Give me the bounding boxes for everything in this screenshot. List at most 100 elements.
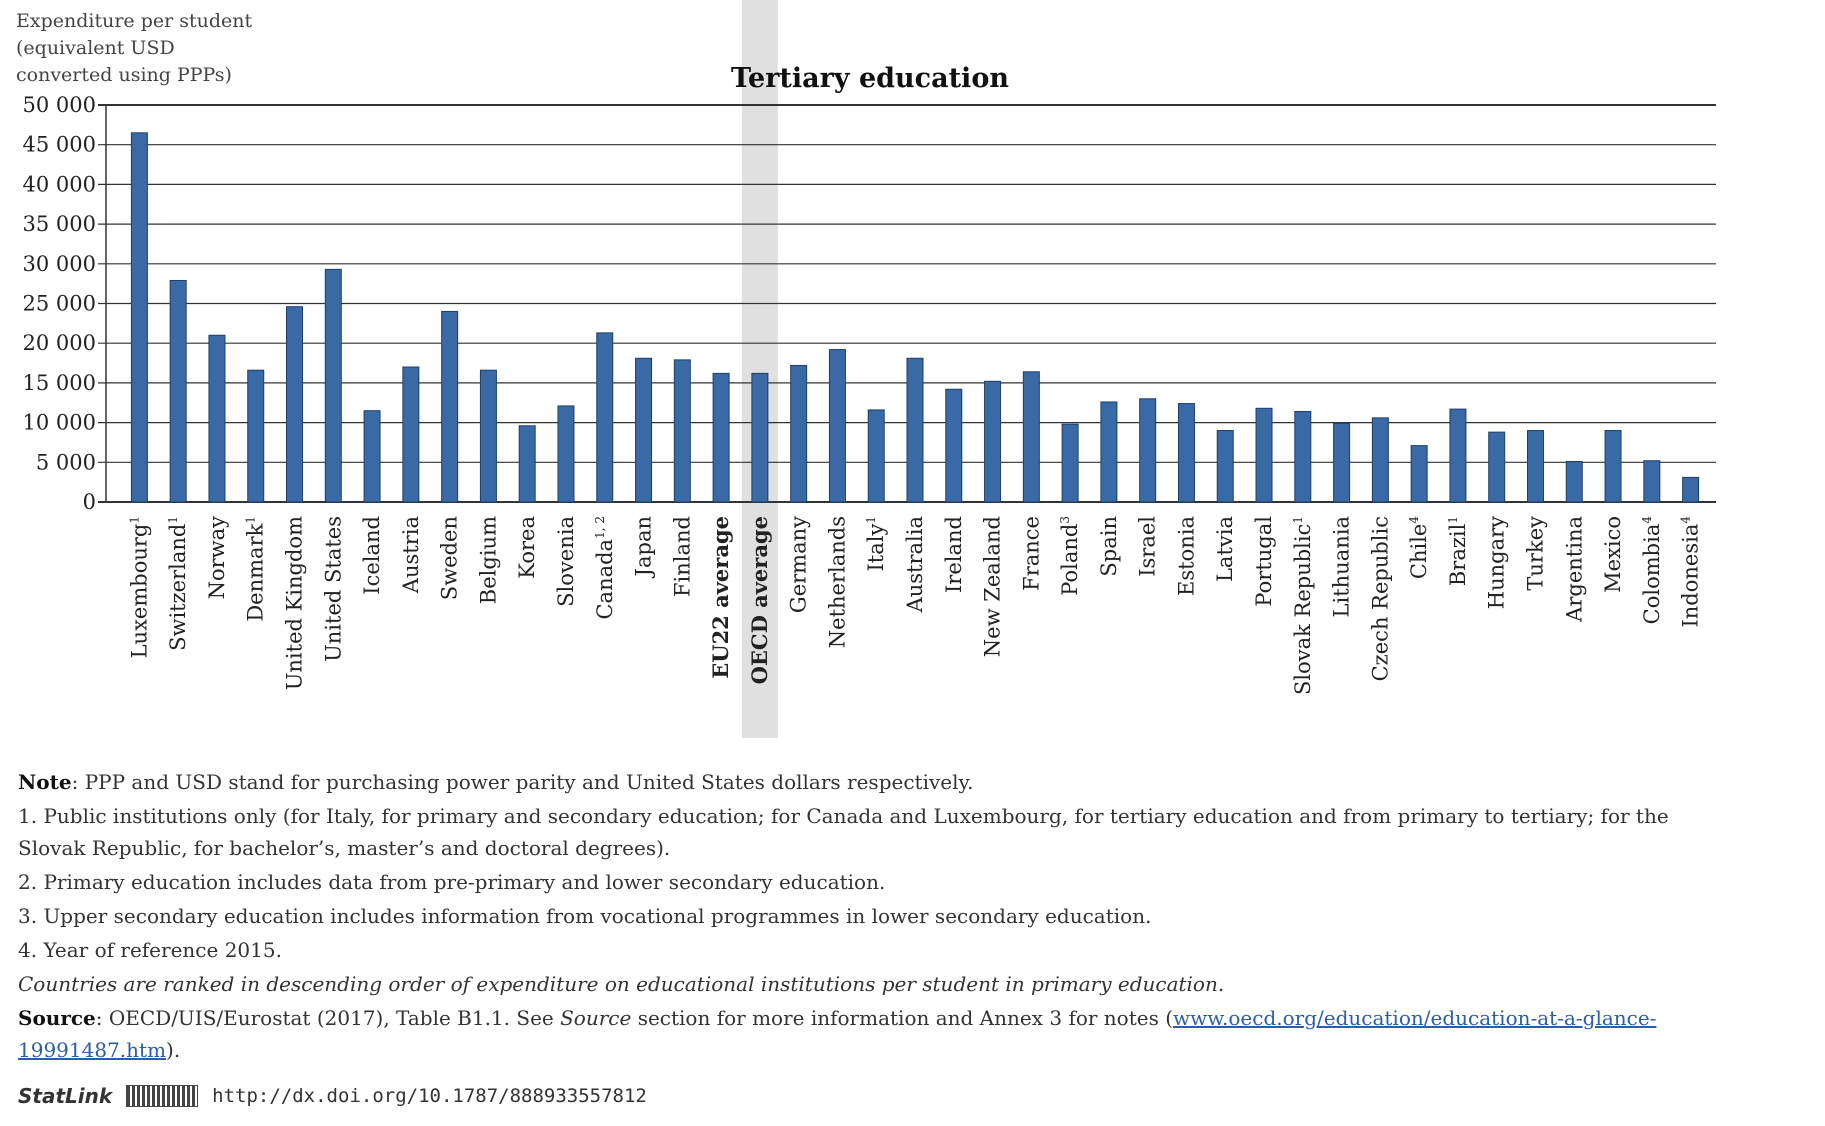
x-tick-label: Colombia4 (1640, 516, 1664, 625)
x-tick-footnote: 1 (864, 516, 878, 524)
y-tick-label: 10 000 (23, 411, 96, 435)
x-tick-label: Poland3 (1058, 516, 1082, 596)
bar (1294, 410, 1312, 503)
x-tick-label: Iceland (360, 516, 384, 595)
statlink-logo-icon (126, 1085, 199, 1107)
x-tick-label: Hungary (1485, 516, 1509, 609)
bar (1565, 461, 1583, 503)
bar (1333, 422, 1351, 503)
x-tick-label: United States (321, 516, 345, 662)
oecd-average-highlight (741, 0, 778, 738)
bar (363, 410, 381, 503)
bar (441, 310, 459, 503)
y-tick-label: 15 000 (23, 371, 96, 395)
y-tick-label: 25 000 (23, 292, 96, 316)
bar (286, 306, 304, 503)
note-4: 4. Year of reference 2015. (18, 938, 282, 962)
y-tick-labels: 0 5 000 10 000 15 000 20 000 25 000 30 000 35 0… (23, 93, 96, 514)
bar (596, 332, 614, 503)
bar (324, 268, 342, 503)
bar (402, 366, 420, 503)
x-tick-label: Lithuania (1330, 516, 1354, 617)
x-tick-label: Korea (515, 516, 539, 579)
x-tick-label: Netherlands (825, 516, 849, 648)
x-tick-label: Estonia (1174, 516, 1198, 596)
x-tick-label: Canada1, 2 (593, 516, 617, 620)
x-tick-label: Australia (903, 516, 927, 613)
statlink-url[interactable]: http://dx.doi.org/10.1787/888933557812 (212, 1085, 647, 1107)
x-tick-label: New Zealand (981, 516, 1005, 657)
y-tick-label: 5 000 (36, 450, 96, 474)
bar (1643, 460, 1661, 503)
x-tick-footnote: 1 (244, 516, 258, 524)
x-tick-label: Argentina (1562, 516, 1586, 623)
x-tick-label: Slovak Republic1 (1291, 516, 1315, 695)
x-tick-label: Mexico (1601, 516, 1625, 593)
x-tick-footnote: 3 (1058, 516, 1072, 524)
bar (1022, 371, 1040, 503)
y-axis-label-line-2: (equivalent USD (16, 37, 175, 59)
x-tick-label: Spain (1097, 516, 1121, 577)
x-tick-label: Sweden (438, 516, 462, 600)
source-link[interactable]: www.oecd.org/education/education-at-a-gl… (18, 1006, 1657, 1062)
y-axis-label-line-1: Expenditure per student (16, 10, 253, 32)
x-tick-footnote: 1, 2 (593, 516, 607, 539)
note-1: 1. Public institutions only (for Italy, … (18, 804, 1669, 860)
x-tick-footnote: 1 (1446, 516, 1460, 524)
bar (1604, 430, 1622, 503)
y-tick-label: 35 000 (23, 212, 96, 236)
bar (247, 369, 265, 503)
y-tick-label: 0 (83, 490, 96, 514)
bar (673, 359, 691, 503)
statlink: StatLink http://dx.doi.org/10.1787/88893… (18, 1084, 647, 1108)
x-tick-label: Indonesia4 (1679, 516, 1703, 628)
bar (828, 349, 846, 503)
source-text-2: section for more information and Annex 3… (631, 1006, 1174, 1030)
bar (945, 388, 963, 503)
x-tick-footnote: 1 (127, 516, 141, 524)
x-tick-footnote: 4 (1407, 516, 1421, 524)
note-general: Note: PPP and USD stand for purchasing p… (18, 766, 1718, 798)
x-tick-footnote: 4 (1679, 516, 1693, 524)
x-tick-label: Portugal (1252, 516, 1276, 607)
x-tick-label: United Kingdom (283, 516, 307, 690)
y-tick-label: 30 000 (23, 252, 96, 276)
y-tick-label: 20 000 (23, 331, 96, 355)
bar (557, 405, 575, 503)
x-tick-footnote: 4 (1640, 516, 1654, 524)
chart-notes: Note: PPP and USD stand for purchasing p… (18, 766, 1718, 1068)
bar (1061, 423, 1079, 503)
bar-chart: Expenditure per student (equivalent USD … (16, 0, 1716, 738)
bar (790, 364, 808, 503)
x-tick-label: Chile4 (1407, 516, 1431, 579)
highlight-band (741, 0, 778, 738)
x-tick-label: Italy1 (864, 516, 888, 571)
note-2: 2. Primary education includes data from … (18, 870, 886, 894)
x-tick-label: Ireland (942, 516, 966, 593)
bar (1488, 431, 1506, 503)
note-label: Note (18, 770, 72, 794)
note-3: 3. Upper secondary education includes in… (18, 904, 1152, 928)
source-label: Source (18, 1006, 96, 1030)
x-tick-label: Latvia (1213, 516, 1237, 582)
bar (1255, 407, 1273, 503)
bar (1526, 430, 1544, 503)
bar (1216, 430, 1234, 503)
bar (130, 132, 148, 503)
source-text-3: ). (166, 1038, 181, 1062)
y-tick-label: 40 000 (23, 172, 96, 196)
x-tick-label: Finland (670, 516, 694, 597)
x-tick-label: Austria (399, 516, 423, 594)
ranking-note: Countries are ranked in descending order… (18, 972, 1225, 996)
x-tick-footnote: 1 (166, 516, 180, 524)
bar (208, 334, 226, 503)
bar (1371, 417, 1389, 503)
x-tick-label: Brazil1 (1446, 516, 1470, 586)
bar (1410, 445, 1428, 503)
bar (1449, 408, 1467, 503)
note-text: : PPP and USD stand for purchasing power… (71, 770, 974, 794)
statlink-brand: StatLink (18, 1084, 113, 1108)
y-tick-label: 45 000 (23, 133, 96, 157)
bars (130, 132, 1700, 503)
x-tick-label: Czech Republic (1368, 516, 1392, 681)
